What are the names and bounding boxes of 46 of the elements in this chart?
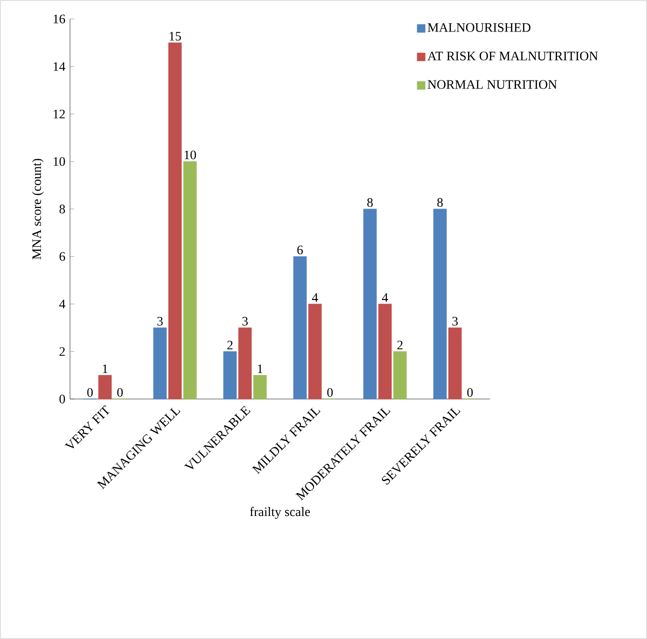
bar — [223, 351, 237, 400]
legend-label: AT RISK OF MALNUTRITION — [427, 52, 598, 60]
data-label: 0 — [327, 388, 333, 397]
data-label: 4 — [312, 293, 318, 302]
y-tick-label: 0 — [60, 394, 65, 404]
bar — [253, 375, 267, 400]
data-label: 2 — [227, 340, 233, 350]
y-tick-label: 2 — [60, 347, 65, 356]
y-tick-label: 10 — [54, 157, 65, 166]
data-label: 4 — [382, 293, 388, 302]
bar — [168, 42, 182, 400]
data-label: 0 — [467, 388, 473, 397]
data-label: 10 — [184, 150, 196, 160]
bar — [183, 161, 197, 400]
bar — [153, 328, 167, 400]
bar — [98, 375, 112, 400]
data-label: 15 — [170, 32, 181, 41]
y-tick-label: 4 — [59, 300, 66, 308]
data-label: 0 — [87, 388, 93, 397]
y-tick-label: 14 — [54, 62, 66, 71]
data-label: 3 — [452, 316, 458, 326]
y-tick-label: 16 — [54, 14, 66, 24]
bar — [448, 328, 462, 400]
bar — [238, 328, 252, 400]
data-label: 3 — [157, 316, 163, 326]
x-axis-title: frailty scale — [250, 506, 310, 519]
y-tick-label: 12 — [54, 110, 65, 118]
bar — [308, 304, 322, 400]
y-axis-title: MNA score (count) — [32, 158, 44, 260]
data-label: 1 — [258, 364, 262, 374]
bar — [433, 208, 447, 400]
y-tick-label: 6 — [60, 252, 66, 261]
data-label: 1 — [102, 364, 108, 374]
data-label: 2 — [397, 340, 403, 350]
bar — [363, 208, 377, 400]
bar — [293, 256, 307, 400]
bar — [378, 304, 392, 400]
data-label: 6 — [297, 246, 303, 254]
legend-label: NORMAL NUTRITION — [428, 80, 557, 89]
legend-label: MALNOURISHED — [428, 23, 530, 32]
data-label: 3 — [242, 316, 248, 326]
y-tick-label: 8 — [60, 204, 65, 214]
data-label: 0 — [117, 388, 123, 397]
data-label: 8 — [437, 198, 443, 207]
data-label: 8 — [367, 198, 373, 207]
bar — [393, 351, 407, 400]
